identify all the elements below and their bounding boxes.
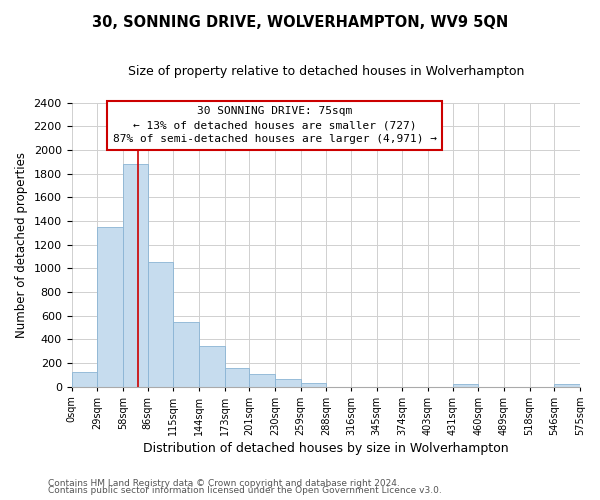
Y-axis label: Number of detached properties: Number of detached properties [15,152,28,338]
Text: Contains HM Land Registry data © Crown copyright and database right 2024.: Contains HM Land Registry data © Crown c… [48,478,400,488]
Bar [97,227,123,386]
Bar [249,374,275,386]
Bar [71,372,97,386]
Bar [148,262,173,386]
Bar [554,384,580,386]
Bar [224,368,249,386]
Bar [301,383,326,386]
Title: Size of property relative to detached houses in Wolverhampton: Size of property relative to detached ho… [128,65,524,78]
Bar [452,384,478,386]
Bar [123,164,148,386]
Text: Contains public sector information licensed under the Open Government Licence v3: Contains public sector information licen… [48,486,442,495]
Bar [275,380,301,386]
Bar [173,322,199,386]
X-axis label: Distribution of detached houses by size in Wolverhampton: Distribution of detached houses by size … [143,442,509,455]
Bar [199,346,224,387]
Text: 30 SONNING DRIVE: 75sqm
← 13% of detached houses are smaller (727)
87% of semi-d: 30 SONNING DRIVE: 75sqm ← 13% of detache… [113,106,437,144]
Text: 30, SONNING DRIVE, WOLVERHAMPTON, WV9 5QN: 30, SONNING DRIVE, WOLVERHAMPTON, WV9 5Q… [92,15,508,30]
